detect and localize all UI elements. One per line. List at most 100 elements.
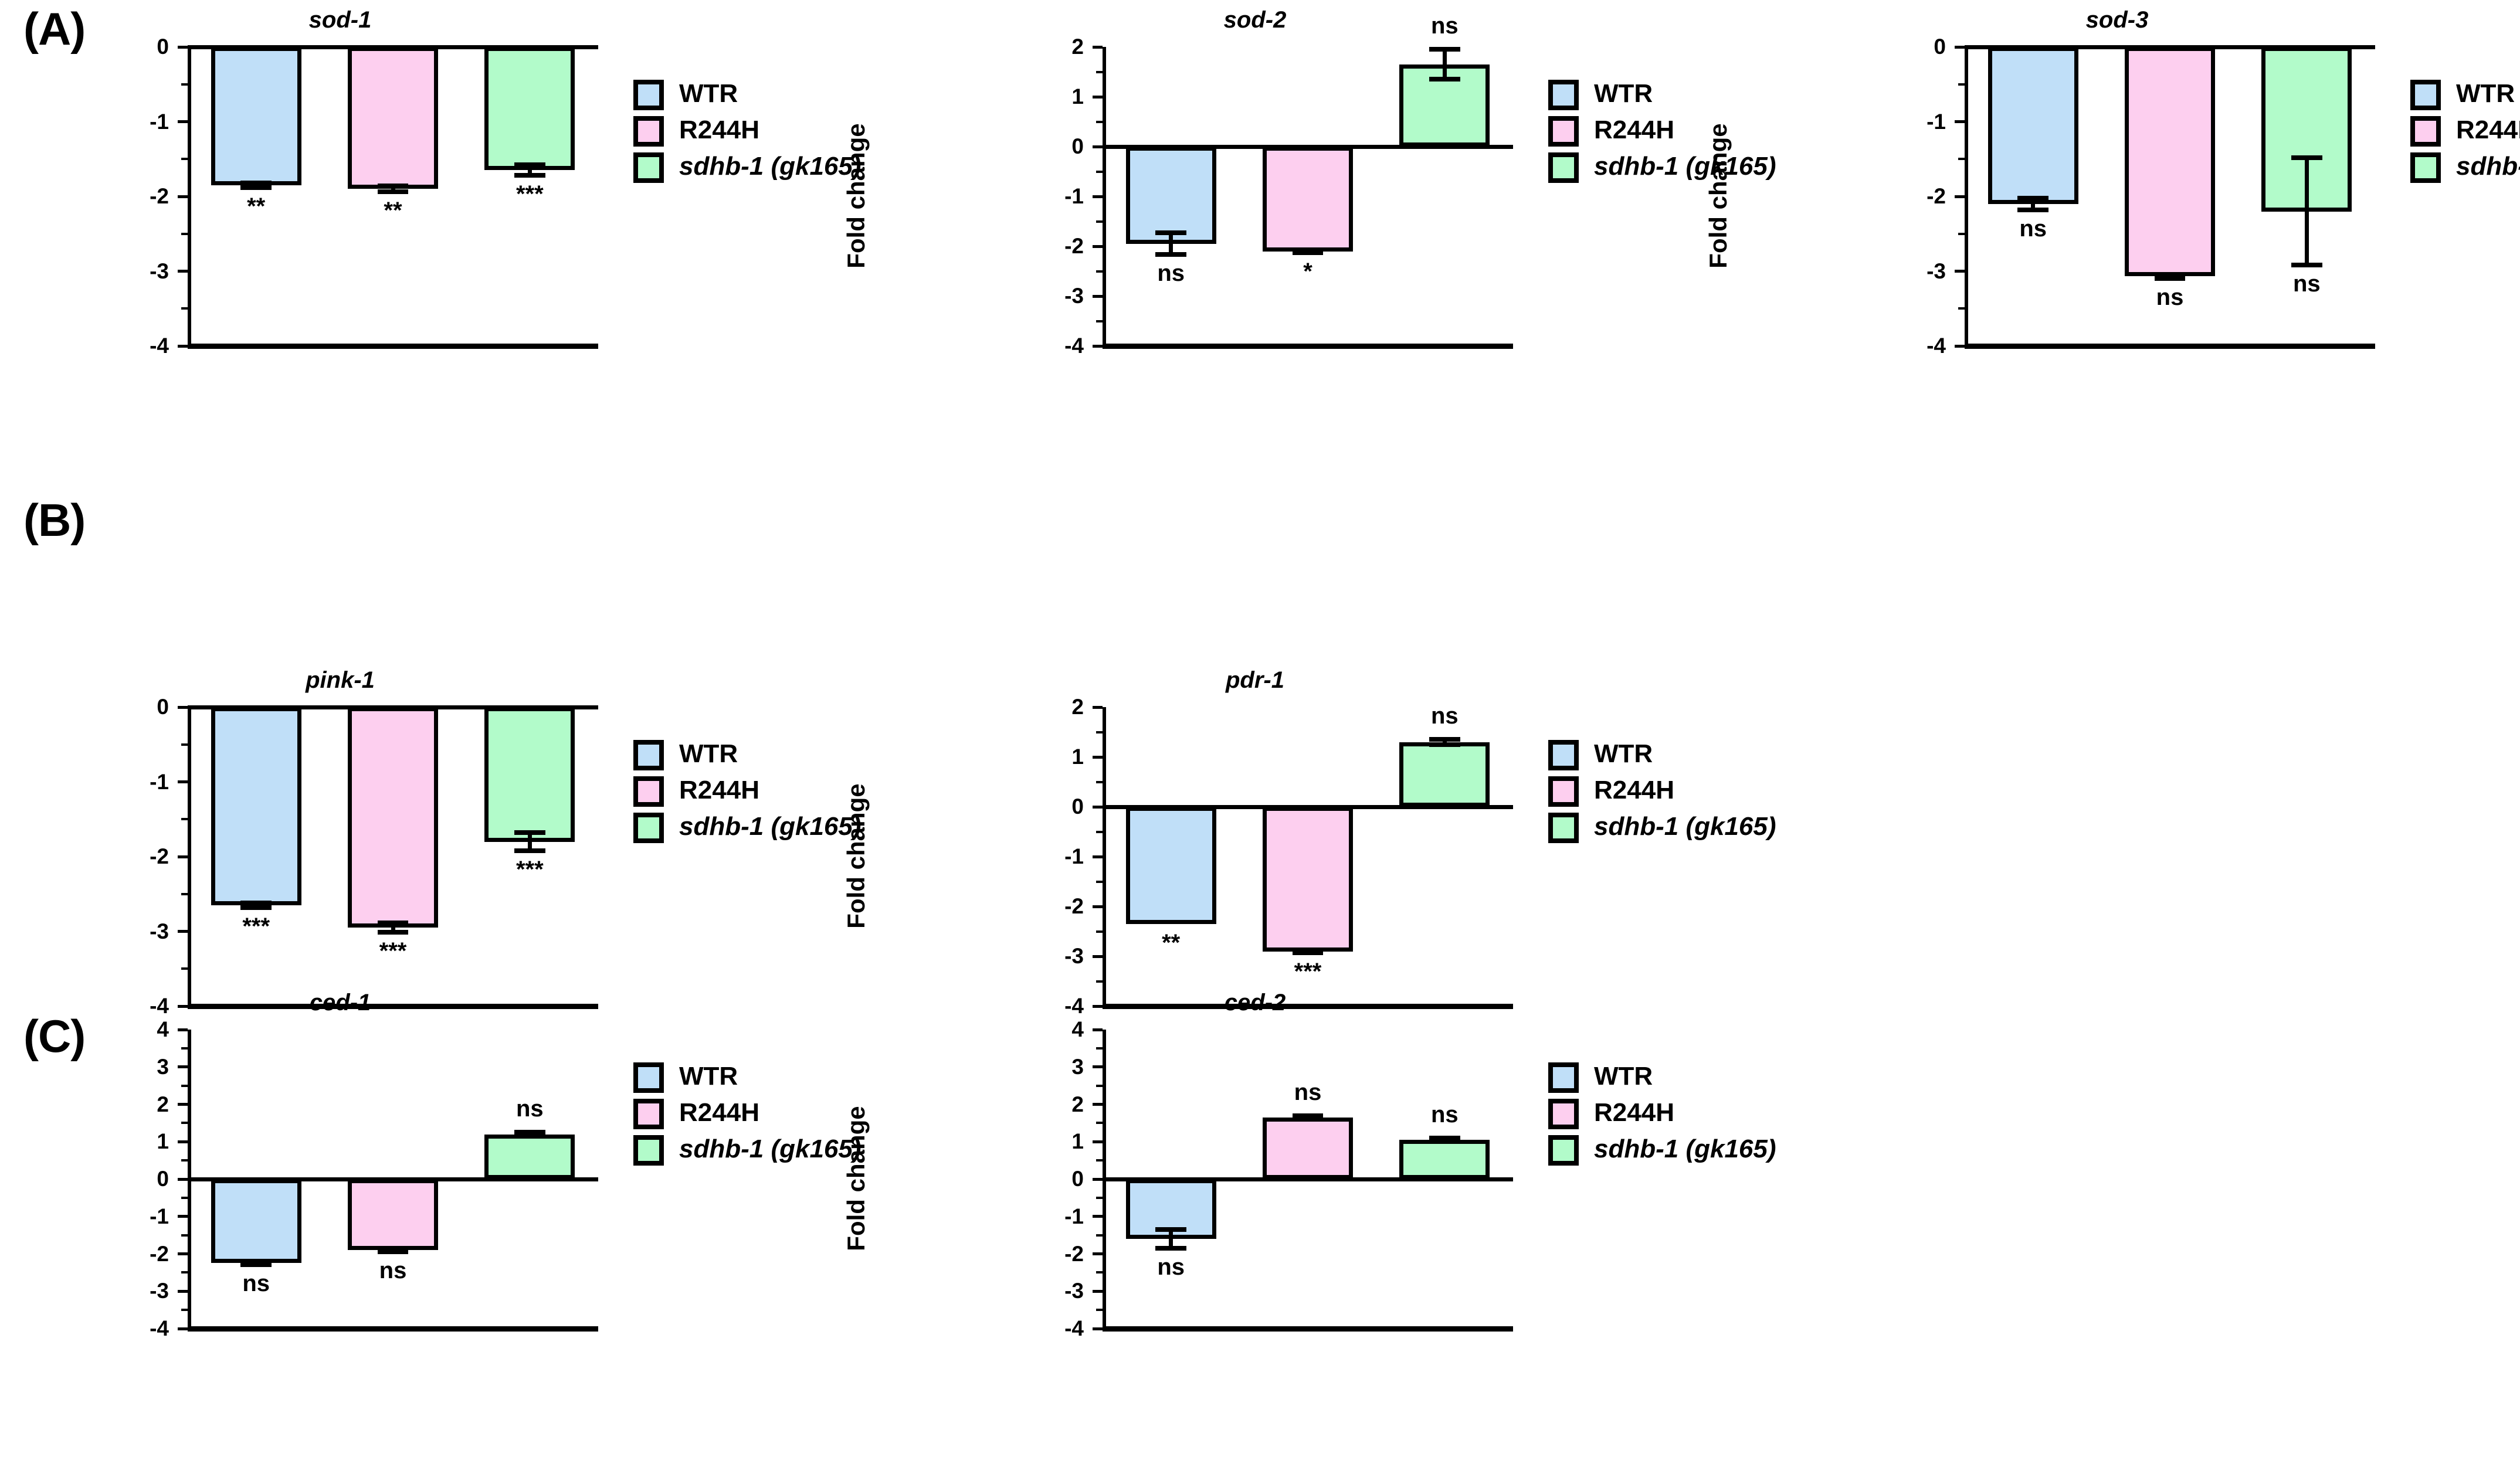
y-tick-minor	[181, 1159, 188, 1162]
legend-swatch-icon	[1548, 776, 1579, 807]
y-tick-minor	[1958, 307, 1965, 310]
legend-label: WTR	[679, 1062, 738, 1091]
panel-label-a: (A)	[23, 3, 86, 55]
error-bar-cap	[514, 848, 545, 853]
legend-label: R244H	[679, 116, 759, 144]
y-tick-label: 0	[157, 695, 169, 719]
bar-sdhb-1-gk165	[484, 707, 575, 842]
error-bar-cap	[1429, 742, 1460, 747]
chart-title: pdr-1	[1226, 667, 1284, 693]
bar-r244h	[348, 1179, 438, 1251]
y-tick-minor	[1096, 70, 1103, 73]
y-tick	[1955, 45, 1965, 49]
y-axis-line	[188, 47, 191, 346]
y-tick	[178, 45, 188, 49]
plot-area: 4 3 2 1 0 -1 -2 -3 -4 ns ns ns	[150, 1018, 598, 1339]
y-axis-label: Fold change	[842, 123, 870, 269]
y-tick	[178, 1103, 188, 1106]
error-bar-cap	[240, 185, 272, 190]
y-tick	[178, 1215, 188, 1218]
y-tick-label: -3	[1064, 1279, 1084, 1303]
y-axis-line	[1103, 707, 1106, 1006]
y-tick-minor	[1096, 170, 1103, 173]
significance-label: **	[247, 193, 266, 219]
y-tick	[1093, 1215, 1103, 1218]
y-tick-label: -3	[1064, 944, 1084, 968]
legend-swatch-icon	[633, 813, 664, 843]
y-tick-label: 1	[1071, 1129, 1084, 1154]
y-tick-minor	[181, 232, 188, 235]
legend-swatch-icon	[1548, 813, 1579, 843]
error-bar-cap	[2291, 155, 2322, 160]
error-bar-cap	[1429, 737, 1460, 742]
error-bar-cap	[377, 189, 409, 195]
y-axis-label: Fold change	[1704, 123, 1732, 269]
significance-label: ns	[1430, 13, 1459, 39]
y-tick-minor	[181, 83, 188, 86]
error-bar-line	[2304, 157, 2309, 266]
y-tick	[178, 120, 188, 123]
significance-label: ***	[1294, 959, 1322, 985]
y-tick-label: 0	[1071, 134, 1084, 158]
bar-sdhb-1-gk165	[484, 1134, 575, 1179]
error-bar-cap	[2154, 276, 2186, 281]
chart-sod-2: sod-2 2 1 0 -1 -2 -3 -4 ns * ns Fold change WTR R244H…	[842, 8, 1924, 428]
error-bar-cap	[1429, 1139, 1460, 1144]
error-bar-cap	[1292, 1113, 1324, 1119]
significance-label: ns	[2292, 271, 2321, 297]
y-tick-minor	[181, 158, 188, 161]
y-tick-label: -2	[150, 844, 169, 868]
y-tick	[178, 1327, 188, 1330]
error-bar-line	[2031, 198, 2036, 210]
error-bar-cap	[514, 830, 545, 836]
y-tick	[1955, 270, 1965, 273]
y-tick-label: -2	[1927, 184, 1946, 208]
y-tick	[1093, 705, 1103, 709]
bar-sdhb-1-gk165	[1399, 1140, 1490, 1179]
bar-r244h	[348, 47, 438, 189]
bottom-axis-line	[188, 344, 598, 349]
y-tick-minor	[1096, 1122, 1103, 1125]
significance-label: ns	[242, 1270, 270, 1296]
significance-label: ns	[2156, 284, 2184, 311]
bottom-axis-line	[1103, 1326, 1513, 1332]
panel-label-b: (B)	[23, 494, 86, 546]
y-tick	[178, 1004, 188, 1008]
y-tick-label: 0	[1934, 35, 1946, 59]
significance-label: ns	[1294, 1079, 1322, 1106]
y-tick	[178, 344, 188, 348]
error-bar-cap	[1429, 47, 1460, 52]
significance-label: *	[1303, 259, 1312, 285]
bar-r244h	[348, 707, 438, 928]
bar-wtr	[1125, 807, 1216, 924]
legend-label: sdhb-1 (gk165)	[679, 812, 862, 841]
y-tick-label: -2	[1064, 234, 1084, 258]
chart-sod-3: sod-3 0 -1 -2 -3 -4 ns ns ns Fold change WTR R244H s…	[1704, 8, 2520, 428]
y-tick-minor	[181, 1084, 188, 1087]
error-bar-line	[527, 833, 532, 851]
y-tick-label: -2	[150, 184, 169, 208]
chart-sod-1: sod-10-1-2-3-4*******Fold changeWTRR244H…	[82, 8, 1009, 428]
y-tick-minor	[1096, 320, 1103, 322]
error-bar-line	[527, 165, 532, 176]
chart-title: sod-3	[2085, 7, 2149, 33]
y-tick-minor	[1958, 83, 1965, 86]
y-tick	[178, 1177, 188, 1181]
y-tick	[1093, 955, 1103, 958]
bar-r244h	[2125, 47, 2215, 277]
y-tick-label: -1	[1064, 184, 1084, 208]
legend-label: R244H	[1594, 116, 1674, 144]
y-tick-label: -1	[1064, 1204, 1084, 1228]
y-tick-minor	[181, 1047, 188, 1050]
bar-sdhb-1-gk165	[484, 47, 575, 171]
y-tick-label: 3	[157, 1054, 169, 1079]
y-tick-minor	[1096, 980, 1103, 983]
bar-sdhb-1-gk165	[1399, 742, 1490, 807]
y-tick	[178, 1140, 188, 1143]
error-bar-cap	[2017, 195, 2048, 201]
y-tick-label: 4	[1071, 1017, 1084, 1041]
bottom-axis-line	[188, 1004, 598, 1009]
significance-label: ns	[1430, 703, 1459, 729]
y-tick-label: -3	[1064, 284, 1084, 308]
error-bar-line	[1169, 233, 1173, 255]
